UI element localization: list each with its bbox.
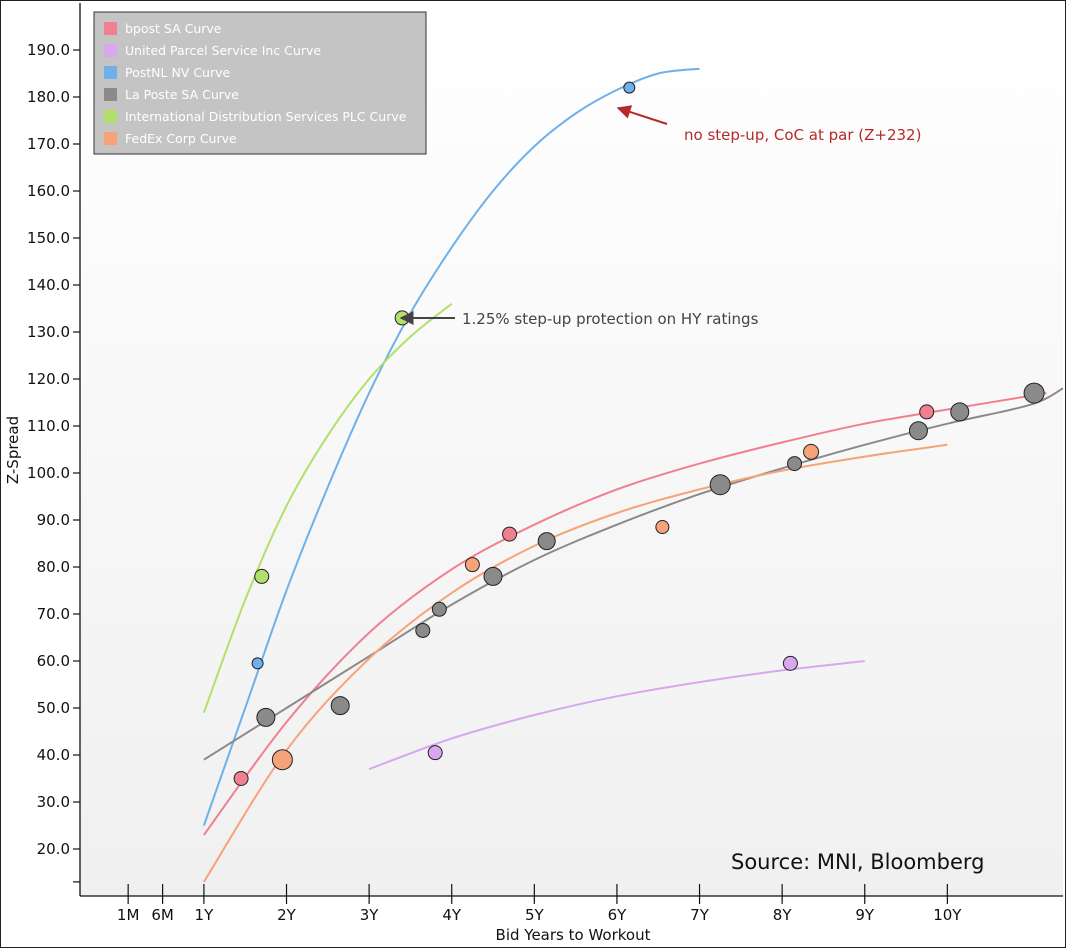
y-tick-label: 70.0 (37, 605, 70, 623)
legend-swatch (104, 44, 117, 57)
point-bpost-sa-curve (502, 526, 518, 542)
legend-swatch (104, 132, 117, 145)
legend-swatch (104, 66, 117, 79)
curve-la-poste-sa-curve (203, 387, 1064, 761)
point-la-poste-sa-curve (709, 474, 731, 496)
point-fedex-corp-curve (803, 443, 820, 460)
y-tick-label: 190.0 (27, 41, 70, 59)
point-postnl-nv-curve (251, 657, 264, 670)
legend-label: FedEx Corp Curve (125, 131, 237, 146)
curve-united-parcel-service-inc-curve (368, 660, 865, 771)
x-tick-label: 6M (151, 906, 174, 924)
x-tick-label: 10Y (933, 906, 962, 924)
x-tick-label: 4Y (442, 906, 462, 924)
legend-swatch (104, 22, 117, 35)
y-tick-label: 130.0 (27, 323, 70, 341)
x-tick-label: 3Y (360, 906, 380, 924)
point-united-parcel-service-inc-curve (427, 745, 443, 761)
x-tick-label: 7Y (690, 906, 710, 924)
y-ticks: 20.0 30.0 40.0 50.0 60.0 70.0 80.0 90.0 100.0 110… (27, 41, 80, 883)
annotation-ids: 1.25% step-up protection on HY ratings (462, 310, 759, 328)
y-tick-label: 30.0 (37, 793, 70, 811)
x-tick-label: 1Y (195, 906, 215, 924)
y-tick-label: 60.0 (37, 652, 70, 670)
point-international-distribution-services-plc-curve (254, 568, 270, 584)
point-la-poste-sa-curve (1023, 382, 1045, 404)
curve-bpost-sa-curve (203, 392, 1047, 836)
point-bpost-sa-curve (233, 771, 249, 786)
point-la-poste-sa-curve (483, 566, 503, 586)
y-axis-label: Z-Spread (4, 416, 22, 484)
legend: bpost SA Curve United Parcel Service Inc … (93, 11, 427, 155)
legend-label: La Poste SA Curve (125, 87, 239, 102)
legend-label: bpost SA Curve (125, 21, 222, 36)
point-la-poste-sa-curve (256, 707, 276, 727)
x-tick-label: 6Y (608, 906, 628, 924)
annotation-arrow-postnl (616, 105, 668, 125)
y-tick-label: 80.0 (37, 558, 70, 576)
point-la-poste-sa-curve (415, 622, 431, 638)
curve-postnl-nv-curve (202, 67, 700, 826)
point-la-poste-sa-curve (537, 532, 556, 551)
point-fedex-corp-curve (271, 749, 293, 771)
point-bpost-sa-curve (919, 404, 935, 420)
point-la-poste-sa-curve (431, 601, 447, 617)
x-axis-label: Bid Years to Workout (496, 926, 651, 944)
point-la-poste-sa-curve (787, 456, 803, 472)
curve-international-distribution-services-plc-curve (202, 303, 453, 714)
source-note: Source: MNI, Bloomberg (731, 850, 985, 874)
point-united-parcel-service-inc-curve (782, 655, 798, 671)
point-la-poste-sa-curve (908, 421, 928, 441)
y-tick-label: 90.0 (37, 511, 70, 529)
legend-swatch (104, 110, 117, 123)
y-tick-label: 40.0 (37, 746, 70, 764)
y-tick-label: 20.0 (37, 840, 70, 858)
point-postnl-nv-curve (623, 81, 636, 94)
y-tick-label: 120.0 (27, 370, 70, 388)
y-tick-label: 110.0 (27, 417, 70, 435)
series-points (233, 81, 1045, 786)
annotation-postnl: no step-up, CoC at par (Z+232) (684, 126, 921, 144)
legend-box (93, 11, 427, 155)
y-tick-label: 170.0 (27, 135, 70, 153)
x-tick-label: 1M (117, 906, 140, 924)
x-tick-label: 2Y (277, 906, 297, 924)
point-la-poste-sa-curve (330, 696, 350, 716)
x-tick-label: 8Y (773, 906, 793, 924)
y-tick-label: 180.0 (27, 88, 70, 106)
y-tick-label: 160.0 (27, 182, 70, 200)
x-ticks: 1M 6M 1Y 2Y 3Y 4Y 5Y 6Y 7Y 8Y 9Y 10Y (117, 884, 962, 924)
point-fedex-corp-curve (655, 520, 670, 535)
legend-label: PostNL NV Curve (125, 65, 231, 80)
series-curves (202, 67, 1064, 883)
point-la-poste-sa-curve (950, 402, 970, 422)
point-fedex-corp-curve (464, 557, 480, 573)
legend-label: International Distribution Services PLC … (125, 109, 407, 124)
y-tick-label: 50.0 (37, 699, 70, 717)
x-tick-label: 9Y (855, 906, 875, 924)
legend-label: United Parcel Service Inc Curve (125, 43, 321, 58)
y-tick-label: 150.0 (27, 229, 70, 247)
legend-swatch (104, 88, 117, 101)
x-tick-label: 5Y (525, 906, 545, 924)
y-tick-label: 140.0 (27, 276, 70, 294)
y-tick-label: 100.0 (27, 464, 70, 482)
